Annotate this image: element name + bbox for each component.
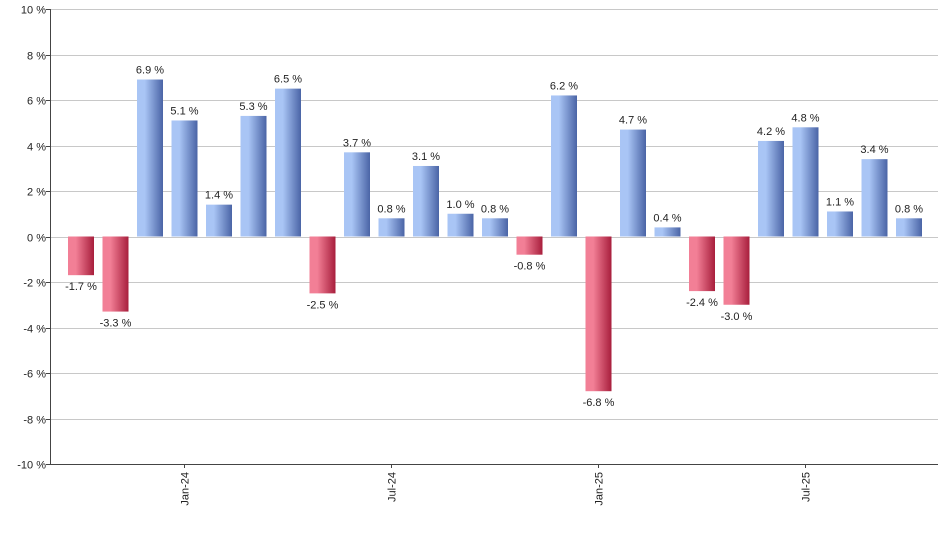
bar-data-label: 0.8 % — [895, 203, 923, 215]
bar-data-label: 0.4 % — [653, 212, 681, 224]
bar-data-label: -1.7 % — [65, 281, 97, 293]
bar-negative — [585, 236, 612, 392]
bar-positive — [171, 120, 198, 237]
bar-data-label: 5.1 % — [170, 105, 198, 117]
bar-data-label: 3.1 % — [412, 151, 440, 163]
bar-negative — [102, 236, 129, 312]
bar-data-label: 6.2 % — [550, 80, 578, 92]
bar-positive — [792, 127, 819, 237]
y-tick-label: -6 % — [23, 369, 46, 381]
bar-data-label: 0.8 % — [481, 203, 509, 215]
y-tick-label: 8 % — [27, 51, 46, 63]
y-tick-label: 2 % — [27, 187, 46, 199]
y-tick-label: 10 % — [21, 5, 46, 17]
bar-data-label: 1.4 % — [205, 190, 233, 202]
bar-data-label: -0.8 % — [514, 261, 546, 273]
bar-positive — [275, 88, 301, 237]
bar-negative — [723, 236, 750, 305]
bar-positive — [482, 218, 508, 237]
x-tick-label: Jan-25 — [594, 472, 606, 506]
bar-positive — [827, 211, 853, 237]
bar-data-label: 6.5 % — [274, 74, 302, 86]
bar-positive — [413, 165, 439, 237]
y-tick-label: 0 % — [27, 233, 46, 245]
bar-data-label: 0.8 % — [377, 203, 405, 215]
axes — [46, 9, 938, 468]
bar-positive — [896, 218, 922, 237]
labels: 10 % 8 % 6 % 4 % 2 % 0 % -2 % -4 % -6 % -8 % -10 %… — [17, 5, 923, 506]
y-tick-label: -4 % — [23, 324, 46, 336]
bar-data-label: -2.5 % — [307, 299, 339, 311]
bar-positive — [861, 159, 888, 237]
bar-data-label: -2.4 % — [686, 297, 718, 309]
x-tick-label: Jan-24 — [180, 472, 192, 506]
bar-data-label: 4.7 % — [619, 115, 647, 127]
bar-positive — [240, 115, 267, 237]
bar-data-label: -3.0 % — [721, 311, 753, 323]
bar-positive — [344, 152, 370, 237]
bar-positive — [378, 218, 405, 237]
bar-data-label: 4.2 % — [757, 126, 785, 138]
bar-data-label: 3.7 % — [343, 137, 371, 149]
y-tick-label: -2 % — [23, 278, 46, 290]
y-tick-label: -10 % — [17, 460, 46, 472]
x-tick-label: Jul-25 — [801, 472, 813, 502]
bar-data-label: 4.8 % — [791, 112, 819, 124]
bar-positive — [137, 79, 163, 237]
bar-negative — [689, 236, 715, 292]
bar-positive — [447, 213, 474, 237]
y-tick-label: 4 % — [27, 142, 46, 154]
bar-positive — [654, 227, 681, 237]
bar-data-label: -3.3 % — [100, 318, 132, 330]
bar-data-label: 5.3 % — [239, 101, 267, 113]
y-tick-label: 6 % — [27, 96, 46, 108]
x-tick-label: Jul-24 — [387, 472, 399, 502]
bar-negative — [516, 236, 543, 255]
gridlines — [50, 9, 938, 465]
bars — [68, 79, 922, 392]
bar-data-label: 3.4 % — [860, 144, 888, 156]
bar-negative — [309, 236, 336, 294]
bar-positive — [758, 140, 784, 237]
bar-data-label: -6.8 % — [583, 397, 615, 409]
bar-data-label: 1.0 % — [446, 199, 474, 211]
bar-positive — [206, 204, 232, 237]
bar-positive — [620, 129, 646, 237]
y-tick-label: -8 % — [23, 415, 46, 427]
bar-positive — [551, 95, 577, 237]
bar-data-label: 6.9 % — [136, 65, 164, 77]
bar-negative — [68, 236, 94, 276]
bar-data-label: 1.1 % — [826, 196, 854, 208]
